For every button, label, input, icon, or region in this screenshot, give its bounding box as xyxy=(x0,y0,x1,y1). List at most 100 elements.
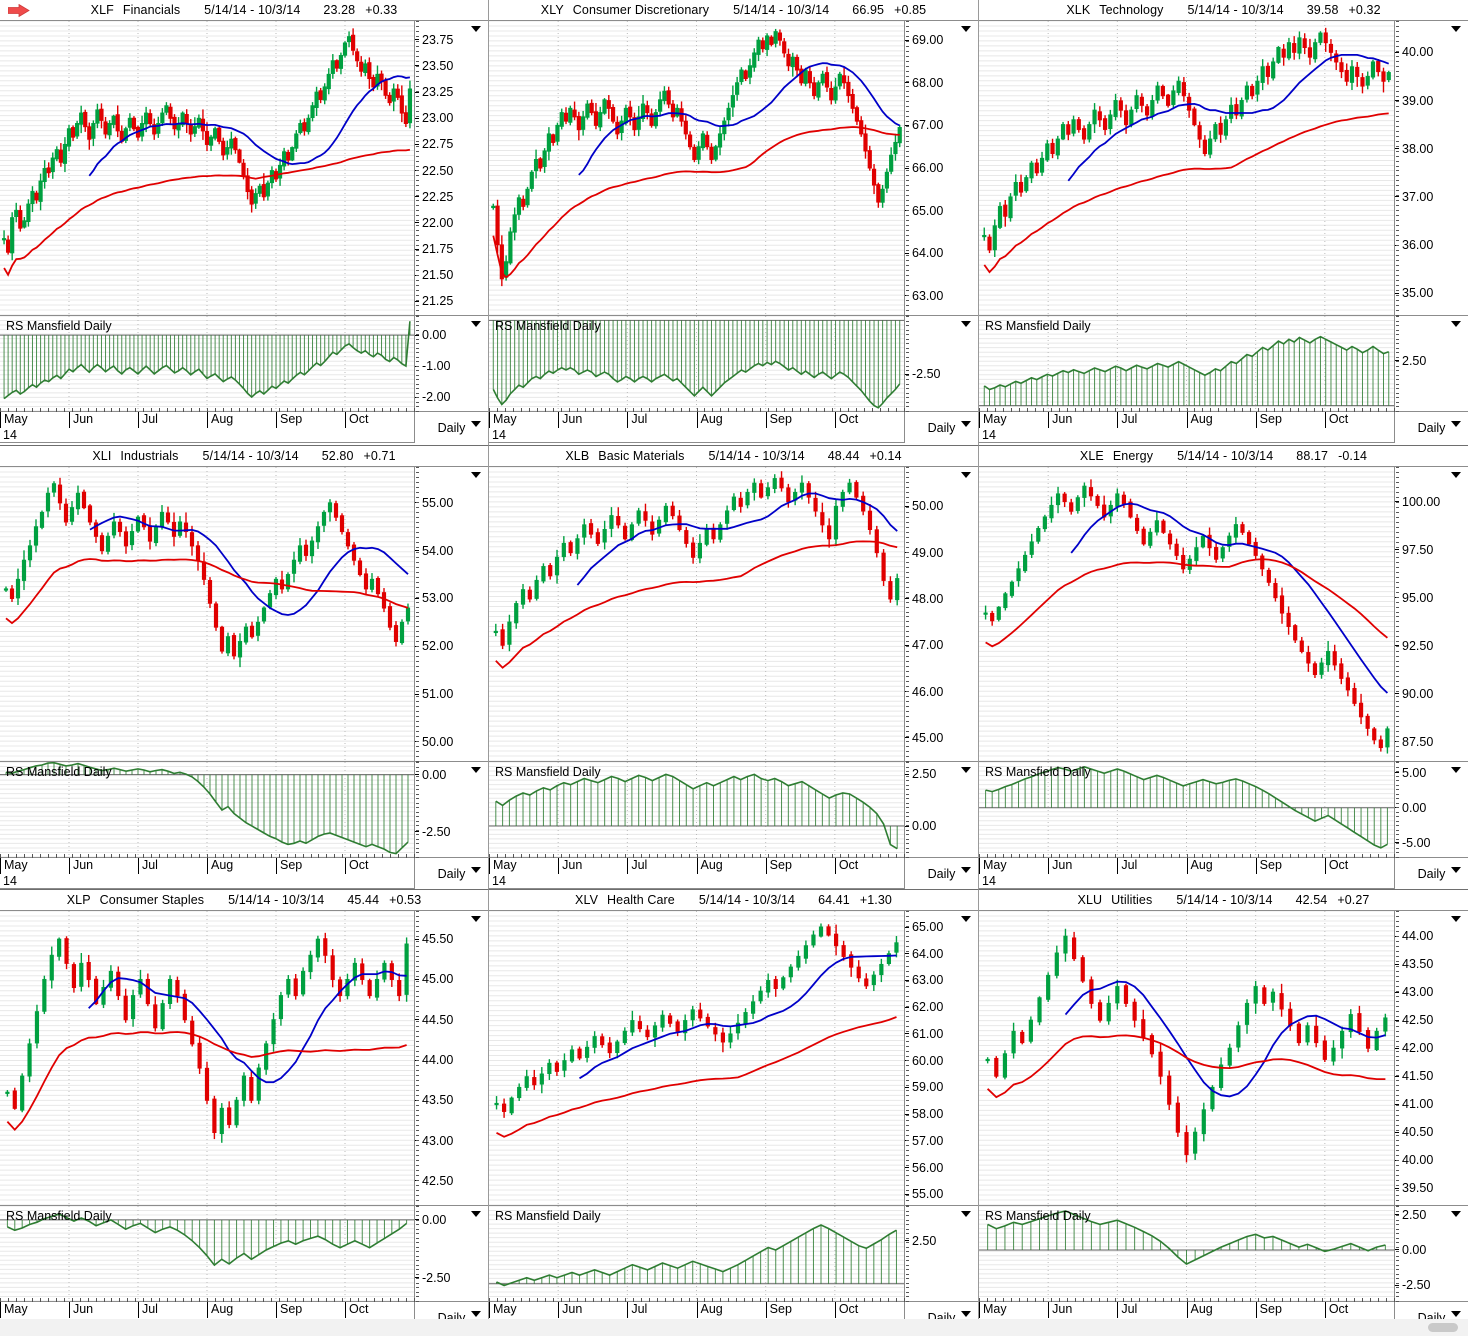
panel-date-range: 5/14/14 - 10/3/14 xyxy=(204,3,301,17)
rs-axis-caret-icon[interactable] xyxy=(961,1211,971,1217)
rs-y-axis[interactable]: 2.50 xyxy=(904,1206,978,1302)
price-minor-tick xyxy=(906,556,909,558)
x-axis-tick xyxy=(1242,854,1244,858)
frequency-caret-icon[interactable] xyxy=(1451,1311,1461,1317)
frequency-caret-icon[interactable] xyxy=(471,867,481,873)
x-axis-tick xyxy=(1026,854,1028,858)
frequency-caret-icon[interactable] xyxy=(471,1311,481,1317)
rs-y-axis[interactable]: 2.50 0.00 xyxy=(904,762,978,858)
x-axis-month-label: Oct xyxy=(1324,412,1394,428)
price-plot[interactable] xyxy=(489,21,904,315)
frequency-caret-icon[interactable] xyxy=(471,421,481,427)
rs-y-axis[interactable]: 0.00 -1.00 -2.00 xyxy=(414,316,488,412)
rs-plot[interactable] xyxy=(489,1206,904,1301)
x-axis-tick xyxy=(489,854,490,858)
rs-axis-caret-icon[interactable] xyxy=(1451,1211,1461,1217)
rs-plot[interactable] xyxy=(489,316,904,411)
price-plot[interactable] xyxy=(0,21,414,315)
price-y-axis[interactable]: 23.75 23.50 23.25 23.00 22.75 22.50 22.25 22.00… xyxy=(414,21,488,316)
price-plot[interactable] xyxy=(489,911,904,1205)
frequency-selector[interactable]: Daily xyxy=(1394,858,1468,889)
price-y-axis[interactable]: 45.50 45.00 44.50 44.00 43.50 43.00 42.50 xyxy=(414,911,488,1206)
price-y-axis[interactable]: 65.00 64.00 63.00 62.00 61.00 60.00 59.00 58.00… xyxy=(904,911,978,1206)
rs-y-axis[interactable]: 5.00 0.00 -5.00 xyxy=(1394,762,1468,858)
rs-y-axis[interactable]: 0.00 -2.50 xyxy=(414,762,488,858)
price-tick-label: 44.00 xyxy=(1402,929,1434,944)
price-minor-tick xyxy=(1396,686,1399,688)
rs-y-axis[interactable]: 0.00 -2.50 xyxy=(414,1206,488,1302)
price-tick-label: 61.00 xyxy=(912,1026,944,1041)
frequency-selector[interactable]: Daily xyxy=(1394,412,1468,443)
rs-plot[interactable] xyxy=(0,1206,414,1301)
rs-axis-caret-icon[interactable] xyxy=(1451,767,1461,773)
rs-plot[interactable] xyxy=(979,316,1394,411)
rs-plot[interactable] xyxy=(489,762,904,857)
frequency-selector[interactable]: Daily xyxy=(904,412,978,443)
frequency-caret-icon[interactable] xyxy=(961,867,971,873)
price-pane: 100.00 97.50 95.00 92.50 90.00 87.50 xyxy=(979,467,1468,762)
frequency-selector[interactable]: Daily xyxy=(414,858,488,889)
price-minor-tick xyxy=(416,195,419,197)
rs-minor-tick xyxy=(416,847,419,849)
price-minor-tick xyxy=(1396,915,1399,917)
rs-plot[interactable] xyxy=(0,762,414,857)
frequency-caret-icon[interactable] xyxy=(1451,867,1461,873)
x-axis-tick xyxy=(39,1298,41,1302)
price-axis-caret-icon[interactable] xyxy=(961,26,971,32)
price-axis-caret-icon[interactable] xyxy=(961,916,971,922)
rs-axis-caret-icon[interactable] xyxy=(471,1211,481,1217)
price-plot[interactable] xyxy=(979,467,1394,761)
price-axis-caret-icon[interactable] xyxy=(1451,472,1461,478)
price-y-axis[interactable]: 50.00 49.00 48.00 47.00 46.00 45.00 xyxy=(904,467,978,762)
price-plot[interactable] xyxy=(489,467,904,761)
price-minor-tick xyxy=(1396,995,1399,997)
panel-symbol: XLP xyxy=(66,893,91,907)
price-axis-caret-icon[interactable] xyxy=(961,472,971,478)
rs-plot[interactable] xyxy=(979,1206,1394,1301)
x-axis-tick xyxy=(191,408,193,412)
price-plot[interactable] xyxy=(0,467,414,761)
price-y-axis[interactable]: 44.00 43.50 43.00 42.50 42.00 41.50 41.00 40.50… xyxy=(1394,911,1468,1206)
price-y-axis[interactable]: 40.00 39.00 38.00 37.00 36.00 35.00 xyxy=(1394,21,1468,316)
rs-axis-caret-icon[interactable] xyxy=(471,321,481,327)
frequency-selector[interactable]: Daily xyxy=(904,858,978,889)
rs-plot[interactable] xyxy=(0,316,414,411)
rs-indicator-label: RS Mansfield Daily xyxy=(985,1209,1091,1223)
price-pane: 40.00 39.00 38.00 37.00 36.00 35.00 xyxy=(979,21,1468,316)
rs-mansfield-chart xyxy=(979,1206,1394,1301)
price-plot[interactable] xyxy=(979,21,1394,315)
frequency-caret-icon[interactable] xyxy=(961,421,971,427)
rs-y-axis[interactable]: -2.50 xyxy=(904,316,978,412)
price-y-axis[interactable]: 100.00 97.50 95.00 92.50 90.00 87.50 xyxy=(1394,467,1468,762)
frequency-selector[interactable]: Daily xyxy=(414,412,488,443)
price-axis-caret-icon[interactable] xyxy=(1451,916,1461,922)
rs-y-axis[interactable]: 2.50 0.00 -2.50 xyxy=(1394,1206,1468,1302)
price-axis-caret-icon[interactable] xyxy=(471,916,481,922)
price-axis-caret-icon[interactable] xyxy=(471,472,481,478)
horizontal-scrollbar-thumb[interactable] xyxy=(1428,1323,1458,1332)
x-axis-tick xyxy=(246,408,248,412)
frequency-caret-icon[interactable] xyxy=(1451,421,1461,427)
price-plot[interactable] xyxy=(0,911,414,1205)
x-axis-tick xyxy=(584,854,586,858)
price-plot[interactable] xyxy=(979,911,1394,1205)
rs-y-axis[interactable]: 2.50 xyxy=(1394,316,1468,412)
price-minor-tick xyxy=(906,696,909,698)
frequency-caret-icon[interactable] xyxy=(961,1311,971,1317)
rs-axis-caret-icon[interactable] xyxy=(961,321,971,327)
price-y-axis[interactable]: 69.00 68.00 67.00 66.00 65.00 64.00 63.00 xyxy=(904,21,978,316)
rs-axis-caret-icon[interactable] xyxy=(1451,321,1461,327)
price-minor-tick xyxy=(1396,636,1399,638)
price-minor-tick xyxy=(416,621,419,623)
rs-axis-caret-icon[interactable] xyxy=(961,767,971,773)
rs-axis-caret-icon[interactable] xyxy=(471,767,481,773)
x-axis-tick xyxy=(238,408,240,412)
rs-plot[interactable] xyxy=(979,762,1394,857)
price-axis-caret-icon[interactable] xyxy=(471,26,481,32)
x-axis-tick xyxy=(374,1298,376,1302)
price-axis-caret-icon[interactable] xyxy=(1451,26,1461,32)
price-minor-tick xyxy=(906,1045,909,1047)
x-axis-tick xyxy=(1074,1298,1076,1302)
x-axis-month-label: Sep xyxy=(1255,858,1325,874)
price-y-axis[interactable]: 55.00 54.00 53.00 52.00 51.00 50.00 xyxy=(414,467,488,762)
